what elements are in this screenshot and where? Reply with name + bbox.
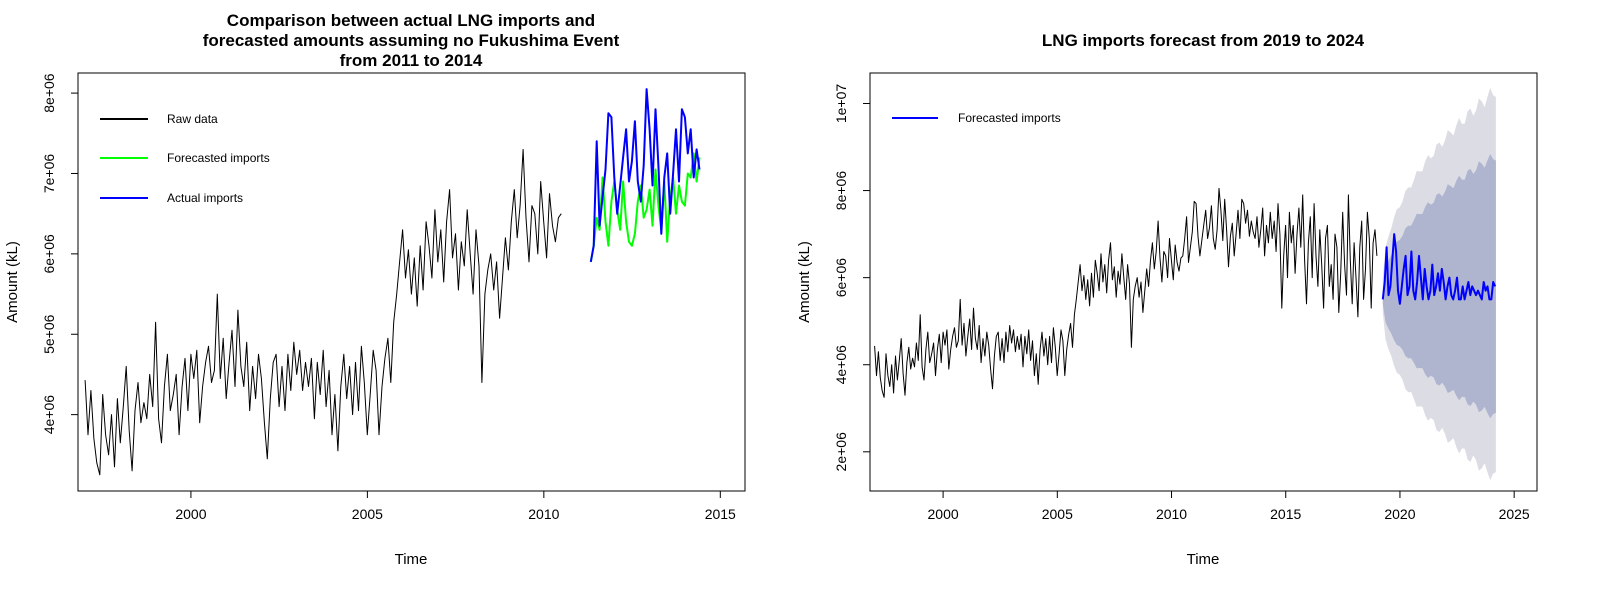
- right-x-tick-label-2010: 2010: [1156, 506, 1187, 522]
- left-axis-layer: 2000 2005 2010 2015 4e+06 5e+06 6e+06 7e+06 8e+0…: [41, 73, 736, 522]
- left-y-tick-label-7e+06: 7e+06: [41, 154, 57, 194]
- right-x-axis-label: Time: [1187, 551, 1220, 568]
- left-y-axis-label: Amount (kL): [4, 241, 21, 323]
- right-series-forecasted-imports: [1381, 233, 1497, 305]
- right-legend: Forecasted imports: [892, 111, 1061, 125]
- left-series-forecasted-imports: [589, 152, 701, 263]
- legend-label-forecasted-imports: Forecasted imports: [167, 151, 270, 165]
- left-y-tick-label-6e+06: 6e+06: [41, 234, 57, 274]
- left-series-raw-data: [84, 148, 562, 476]
- right-y-tick-label-8e+06: 8e+06: [833, 171, 849, 211]
- right-y-axis-label: Amount (kL): [796, 241, 813, 323]
- right-y-tick-label-2e+06: 2e+06: [833, 432, 849, 472]
- left-x-tick-label-2005: 2005: [352, 506, 383, 522]
- left-title-line-1: Comparison between actual LNG imports an…: [227, 11, 595, 30]
- right-panel: 2000 2005 2010 2015 2020 2025 2e+06 4e+06 6e+06 8…: [796, 31, 1538, 568]
- left-series-actual-imports: [589, 88, 701, 263]
- legend-label-actual-imports: Actual imports: [167, 191, 243, 205]
- right-x-tick-label-2000: 2000: [928, 506, 959, 522]
- right-series-layer: [874, 187, 1497, 398]
- legend-label-forecasted-imports-right: Forecasted imports: [958, 111, 1061, 125]
- left-x-tick-label-2015: 2015: [705, 506, 736, 522]
- left-x-tick-label-2010: 2010: [528, 506, 559, 522]
- right-y-tick-label-4e+06: 4e+06: [833, 345, 849, 385]
- right-plot-frame: [869, 72, 1538, 492]
- right-axis-layer: 2000 2005 2010 2015 2020 2025 2e+06 4e+06 6e+06 8…: [833, 84, 1530, 522]
- left-legend: Raw data Forecasted imports Actual impor…: [100, 112, 270, 205]
- left-series-layer: [84, 88, 701, 476]
- left-y-tick-label-5e+06: 5e+06: [41, 314, 57, 354]
- left-plot-frame: [77, 72, 746, 492]
- right-y-tick-label-1e+07: 1e+07: [833, 84, 849, 124]
- right-x-tick-label-2005: 2005: [1042, 506, 1073, 522]
- legend-label-raw-data: Raw data: [167, 112, 218, 126]
- left-y-tick-label-4e+06: 4e+06: [41, 395, 57, 435]
- left-title-line-2: forecasted amounts assuming no Fukushima…: [203, 31, 620, 50]
- right-title: LNG imports forecast from 2019 to 2024: [1042, 31, 1365, 50]
- left-y-tick-label-8e+06: 8e+06: [41, 73, 57, 113]
- left-x-tick-label-2000: 2000: [175, 506, 206, 522]
- right-x-tick-label-2025: 2025: [1499, 506, 1530, 522]
- left-title-line-3: from 2011 to 2014: [340, 51, 483, 70]
- left-x-axis-label: Time: [395, 551, 428, 568]
- right-x-tick-label-2020: 2020: [1384, 506, 1415, 522]
- right-y-tick-label-6e+06: 6e+06: [833, 258, 849, 298]
- right-x-tick-label-2015: 2015: [1270, 506, 1301, 522]
- left-panel: 2000 2005 2010 2015 4e+06 5e+06 6e+06 7e+06 8e+0…: [4, 11, 746, 568]
- right-series-history: [874, 187, 1378, 398]
